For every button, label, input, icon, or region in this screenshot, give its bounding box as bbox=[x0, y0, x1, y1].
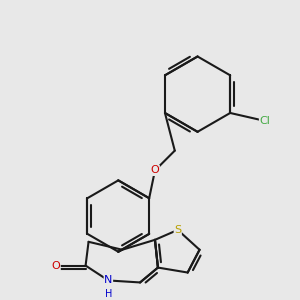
Text: N: N bbox=[104, 275, 112, 286]
Text: S: S bbox=[174, 225, 181, 235]
Text: Cl: Cl bbox=[260, 116, 270, 126]
Text: O: O bbox=[151, 166, 159, 176]
Text: O: O bbox=[52, 261, 60, 271]
Text: H: H bbox=[105, 289, 112, 299]
